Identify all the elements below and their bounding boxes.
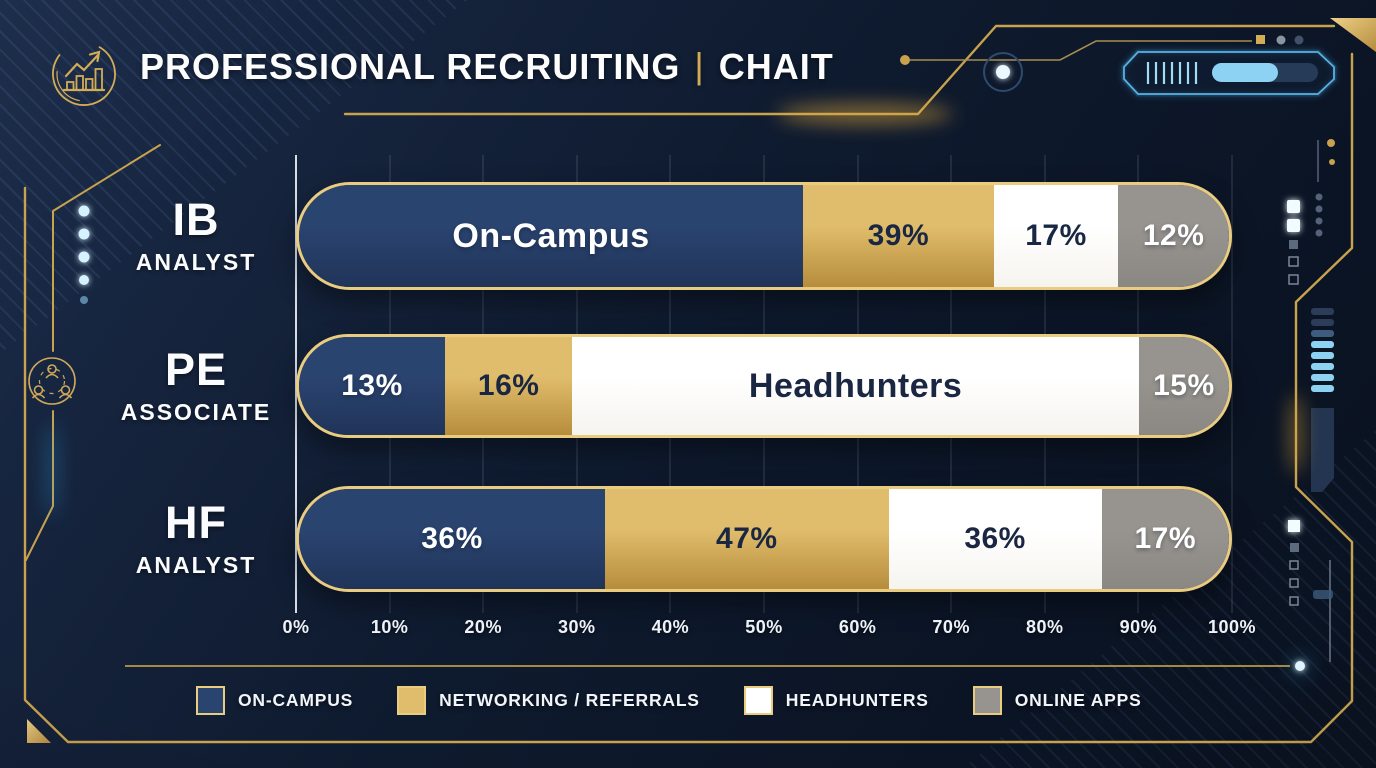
plot-area: On-Campus 39% 17% 12% 13% 16% Headhunters 15% 36… [295, 155, 1233, 613]
segment-label: 16% [477, 369, 540, 402]
legend: ON-CAMPUS NETWORKING / REFERRALS HEADHUNTE… [196, 686, 1142, 715]
segment-label: 36% [421, 522, 483, 555]
segment-label: 47% [716, 522, 778, 555]
segment-label: 13% [341, 369, 403, 402]
x-axis: 0% 10% 20% 30% 40% 50% 60% 70% 80% 90% 100% [282, 617, 1255, 645]
legend-swatch [397, 686, 427, 715]
segment-on-campus: On-Campus [299, 185, 804, 287]
legend-swatch [196, 686, 225, 715]
signal-bars [1311, 308, 1334, 392]
segment-online-apps: 15% [1138, 337, 1229, 435]
legend-item-headhunters: HEADHUNTERS [743, 686, 929, 715]
title-left: PROFESSIONAL RECRUITING [140, 46, 681, 87]
chart-logo-icon [47, 37, 121, 111]
legend-swatch [972, 686, 1002, 715]
right-decoration [1287, 140, 1334, 662]
segment-headhunters: 36% [888, 489, 1102, 589]
axis-tick-label: 50% [745, 617, 783, 637]
axis-tick-label: 10% [370, 617, 409, 637]
category-label-line2: ANALYST [135, 248, 257, 275]
legend-swatch [743, 686, 773, 715]
legend-item-online-apps: ONLINE APPS [972, 686, 1142, 715]
segment-label: 39% [867, 219, 930, 252]
legend-label: ONLINE APPS [1014, 690, 1142, 710]
category-label-line1: PE [164, 343, 228, 395]
segment-label: 36% [964, 522, 1026, 555]
axis-tick-label: 70% [932, 617, 970, 637]
segment-networking-referrals: 16% [445, 337, 573, 435]
segment-online-apps: 17% [1101, 489, 1229, 589]
page-title: PROFESSIONAL RECRUITING | CHAIT [140, 45, 834, 88]
segment-label: 17% [1025, 219, 1087, 252]
segment-label: On-Campus [452, 216, 650, 255]
category-label: PE ASSOCIATE [82, 334, 310, 438]
corner-triangle-top-right [1330, 18, 1376, 52]
axis-tick-label: 100% [1207, 617, 1257, 637]
category-label-line1: HF [165, 496, 227, 548]
category-label-line1: IB [172, 193, 220, 245]
segment-label: 12% [1142, 219, 1205, 252]
axis-tick-label: 40% [651, 617, 690, 637]
hud-ticks [1146, 62, 1198, 84]
title-divider: | [694, 45, 705, 86]
hud-progress-track [1212, 63, 1318, 82]
category-label-line2: ANALYST [135, 551, 257, 578]
segment-label: 15% [1153, 369, 1215, 402]
segment-networking-referrals: 47% [604, 489, 889, 589]
category-label: HF ANALYST [82, 486, 310, 592]
segment-on-campus: 36% [299, 489, 605, 589]
segment-headhunters: Headhunters [572, 337, 1139, 435]
legend-label: NETWORKING / REFERRALS [439, 690, 700, 710]
segment-networking-referrals: 39% [803, 185, 994, 287]
category-label-line2: ASSOCIATE [120, 398, 272, 425]
corner-triangle-bottom-left [27, 719, 51, 743]
segment-on-campus: 13% [299, 337, 445, 435]
segment-label: Headhunters [748, 366, 963, 405]
category-label: IB ANALYST [82, 182, 310, 290]
segment-headhunters: 17% [993, 185, 1119, 287]
axis-tick-label: 0% [282, 617, 310, 637]
axis-tick-label: 20% [464, 617, 502, 637]
legend-item-networking-referrals: NETWORKING / REFERRALS [397, 686, 700, 715]
legend-label: HEADHUNTERS [785, 690, 929, 710]
left-decoration [28, 205, 90, 518]
hud-progress-fill [1212, 63, 1278, 82]
legend-separator [125, 657, 1309, 675]
axis-tick-label: 90% [1119, 617, 1158, 637]
legend-item-on-campus: ON-CAMPUS [196, 686, 353, 715]
axis-tick-label: 80% [1026, 617, 1064, 637]
stacked-bar: 13% 16% Headhunters 15% [296, 334, 1232, 438]
people-network-icon [28, 357, 76, 405]
stacked-bar: 36% 47% 36% 17% [296, 486, 1232, 592]
stacked-bar: On-Campus 39% 17% 12% [296, 182, 1232, 290]
segment-label: 17% [1134, 522, 1197, 555]
legend-label: ON-CAMPUS [238, 690, 354, 710]
axis-tick-label: 30% [558, 617, 596, 637]
segment-online-apps: 12% [1118, 185, 1229, 287]
title-right: CHAIT [718, 46, 834, 87]
axis-tick-label: 60% [838, 617, 877, 637]
circuit-hud-top-right [900, 35, 1337, 165]
